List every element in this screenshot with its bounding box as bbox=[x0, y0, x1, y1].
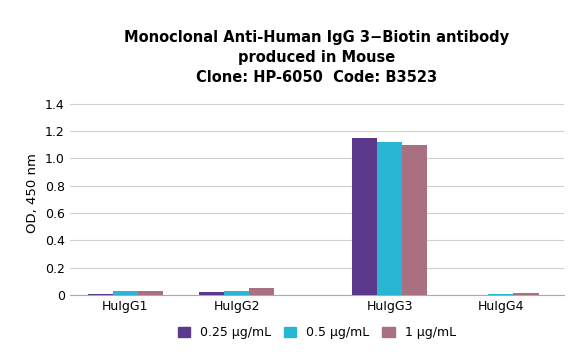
Bar bbox=[199, 292, 224, 295]
Bar bbox=[138, 291, 163, 295]
Bar bbox=[88, 294, 113, 295]
Bar bbox=[402, 145, 427, 295]
Legend: 0.25 μg/mL, 0.5 μg/mL, 1 μg/mL: 0.25 μg/mL, 0.5 μg/mL, 1 μg/mL bbox=[178, 326, 456, 339]
Bar bbox=[113, 291, 138, 295]
Bar bbox=[489, 294, 514, 295]
Bar bbox=[377, 142, 402, 295]
Title: Monoclonal Anti-Human IgG 3−Biotin antibody
produced in Mouse
Clone: HP-6050  Co: Monoclonal Anti-Human IgG 3−Biotin antib… bbox=[124, 30, 509, 85]
Bar bbox=[514, 293, 539, 295]
Bar bbox=[224, 291, 249, 295]
Bar bbox=[352, 138, 377, 295]
Bar bbox=[249, 288, 274, 295]
Y-axis label: OD, 450 nm: OD, 450 nm bbox=[26, 153, 40, 233]
